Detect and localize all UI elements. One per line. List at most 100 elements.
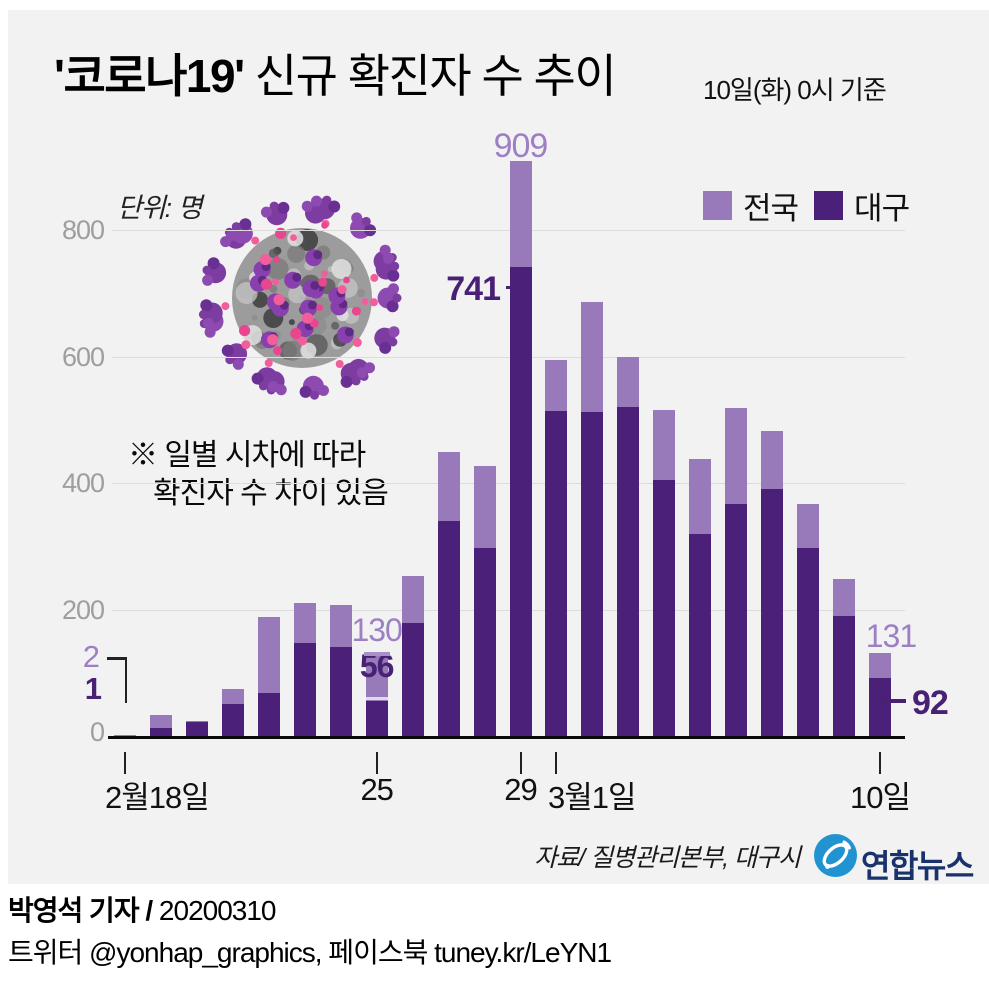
virus-shape	[301, 200, 313, 212]
virus-shape	[361, 298, 369, 305]
virus-shape	[251, 372, 264, 385]
virus-shape	[200, 299, 213, 312]
annotation-leader-line	[875, 699, 906, 703]
page-title-rest: 신규 확진자 수 추이	[243, 50, 617, 102]
x-tick-label: 10일	[849, 780, 911, 815]
virus-shape	[221, 344, 234, 357]
virus-shape	[328, 200, 341, 213]
bar-daegu	[545, 410, 568, 736]
annotation-leader-line	[124, 657, 127, 703]
virus-shape	[388, 283, 399, 295]
bar-daegu	[221, 703, 244, 736]
x-tick-label: 3월1일	[548, 780, 637, 815]
page-title-strong: '코로나19'	[54, 50, 245, 102]
x-axis-tick	[555, 752, 558, 774]
virus-shape	[310, 390, 319, 400]
yonhap-logo-icon	[814, 834, 857, 877]
y-tick-label: 0	[89, 717, 105, 747]
legend: 전국 대구	[703, 183, 910, 228]
virus-shape	[321, 270, 328, 278]
virus-shape	[277, 201, 290, 214]
bar-daegu	[581, 411, 604, 736]
annotation-total: 131	[865, 618, 917, 654]
virus-shape	[202, 265, 212, 275]
gridline	[112, 230, 905, 231]
virus-shape	[198, 310, 208, 319]
legend-item-daegu: 대구	[814, 183, 910, 228]
annotation-daegu: 92	[911, 684, 949, 722]
bar-daegu	[653, 479, 676, 736]
virus-shape	[310, 281, 320, 290]
virus-shape	[379, 341, 392, 354]
yonhap-logo-text: 연합뉴스	[861, 848, 974, 884]
virus-shape	[308, 300, 317, 310]
virus-shape	[267, 334, 279, 346]
virus-shape	[264, 359, 273, 367]
virus-shape	[202, 274, 214, 286]
virus-shape	[392, 293, 402, 303]
bar-daegu	[257, 693, 280, 736]
virus-shape	[322, 195, 332, 205]
coronavirus-illustration	[198, 195, 402, 400]
bar-daegu	[617, 407, 640, 736]
virus-shape	[221, 302, 230, 311]
bar-daegu	[473, 547, 496, 736]
virus-shape	[299, 385, 312, 398]
virus-shape	[311, 195, 322, 207]
virus-shape	[370, 273, 379, 282]
virus-shape	[351, 306, 361, 316]
bar-daegu	[401, 623, 424, 736]
unit-label: 단위: 명	[117, 193, 203, 223]
annotation-tick	[363, 652, 390, 656]
virus-shape	[260, 278, 273, 290]
annotation-leader-line	[107, 657, 127, 660]
virus-shape	[387, 269, 400, 282]
byline-reporter: 박영석 기자 /	[8, 895, 153, 926]
virus-shape	[282, 340, 303, 361]
virus-shape	[288, 285, 307, 304]
virus-shape	[388, 326, 400, 338]
virus-shape	[226, 230, 238, 241]
annotation-daegu: 741	[446, 270, 501, 308]
virus-shape	[351, 212, 363, 224]
x-tick-label: 2월18일	[105, 780, 210, 815]
y-tick-label: 600	[61, 341, 105, 372]
virus-shape	[337, 285, 347, 295]
annotation-daegu: 1	[84, 671, 102, 706]
virus-shape	[331, 321, 340, 330]
virus-shape	[241, 340, 251, 350]
virus-shape	[202, 317, 214, 329]
virus-shape	[272, 278, 279, 286]
bar-daegu	[761, 489, 784, 736]
virus-shape	[302, 312, 314, 324]
byline: 박영석 기자 / 20200310	[8, 889, 276, 929]
virus-shape	[390, 261, 400, 271]
virus-shape	[259, 254, 272, 266]
bar-daegu	[833, 615, 855, 736]
virus-shape	[292, 272, 302, 282]
annotation-total: 2	[82, 639, 100, 674]
page-title: '코로나19' 신규 확진자 수 추이	[54, 40, 617, 106]
virus-shape	[331, 259, 352, 279]
virus-shape	[352, 338, 362, 347]
virus-shape	[388, 337, 398, 347]
y-tick-label: 800	[61, 215, 105, 245]
virus-shape	[269, 201, 279, 211]
x-axis-baseline	[108, 735, 905, 739]
virus-shape	[356, 367, 368, 379]
virus-shape	[273, 346, 283, 356]
bar-daegu	[797, 548, 820, 736]
annotation-tick	[363, 697, 390, 700]
virus-shape	[351, 376, 361, 386]
gridline	[112, 609, 905, 611]
virus-shape	[335, 360, 344, 368]
virus-shape	[273, 294, 285, 306]
x-tick-label: 29	[504, 772, 537, 807]
chart-note-line2: 확진자 수 차이 있음	[153, 477, 389, 510]
virus-shape	[239, 218, 252, 231]
virus-shape	[251, 236, 260, 245]
virus-shape	[290, 327, 302, 340]
virus-shape	[313, 250, 323, 260]
virus-shape	[361, 216, 371, 226]
